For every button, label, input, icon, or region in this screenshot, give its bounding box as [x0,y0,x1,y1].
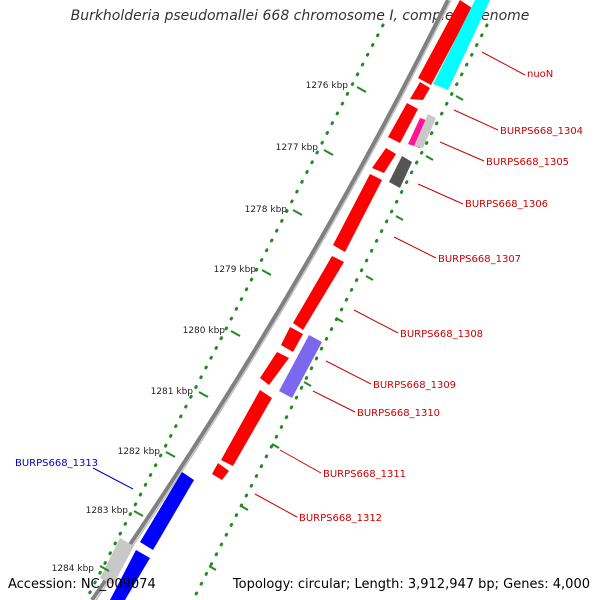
leader-line [353,309,399,334]
tick-mark [365,275,374,281]
leader-line [279,449,322,474]
leader-line [92,467,134,490]
leader-line [481,51,526,76]
tick-label: 1282 kbp [118,447,161,457]
tick-mark [261,269,272,276]
leader-line [325,360,372,385]
gene-label-1310: BURPS668_1310 [357,408,440,419]
chromosome-backbone-shadow [95,0,452,600]
gene-burps668-1304 [388,103,418,143]
outer-scale-dots [84,23,385,600]
tick-mark [271,443,280,449]
gene-label-1311: BURPS668_1311 [323,469,406,480]
tick-mark [230,330,241,337]
gene-label-1312: BURPS668_1312 [299,513,382,524]
gene-nuoN [433,0,490,90]
leader-line [417,183,464,205]
tick-mark [99,565,110,572]
gene-small-upper [410,82,430,100]
gene-burps668-1307 [333,174,382,252]
gene-label-nuoN: nuoN [527,69,553,80]
leader-line [254,493,298,518]
gene-nuoN-adjacent [418,0,472,85]
tick-label: 1284 kbp [52,564,95,574]
gene-burps668-1308 [293,256,344,330]
tick-label: 1280 kbp [183,326,226,336]
leader-line [312,390,356,413]
gene-blue-lower [110,550,150,600]
genome-summary-text: Topology: circular; Length: 3,912,947 bp… [232,577,590,592]
tick-mark [208,565,217,571]
tick-label: 1276 kbp [306,81,349,91]
gene-label-1309: BURPS668_1309 [373,380,456,391]
gene-burps668-1305-fwd [372,148,396,173]
gene-label-1304: BURPS668_1304 [500,126,583,137]
reverse-genes [100,0,490,600]
gene-burps668-1309-rev [279,335,322,398]
gene-burps668-1310-fwd [260,352,289,385]
tick-labels: 1276 kbp 1277 kbp 1278 kbp 1279 kbp 1280… [52,81,367,574]
gene-label-1305: BURPS668_1305 [486,157,569,168]
gene-label-1306: BURPS668_1306 [465,199,548,210]
tick-mark [165,451,176,458]
tick-label: 1283 kbp [86,506,129,516]
tick-label: 1278 kbp [245,205,288,215]
tick-mark [303,381,312,387]
gene-burps668-1312 [212,463,229,480]
tick-mark [425,155,434,161]
tick-mark [455,95,464,101]
gene-labels: nuoN BURPS668_1304 BURPS668_1305 BURPS66… [15,69,583,524]
gene-burps668-1309 [281,327,303,352]
gene-burps668-1311 [221,390,272,466]
accession-text: Accession: NC_009074 [8,577,156,592]
leader-line [393,236,437,259]
tick-mark [356,86,367,93]
leader-line [439,141,485,162]
gene-label-1313: BURPS668_1313 [15,458,98,469]
tick-mark [395,215,404,221]
tick-label: 1277 kbp [276,143,319,153]
tick-label: 1281 kbp [151,387,194,397]
gene-label-1307: BURPS668_1307 [438,254,521,265]
gene-label-1308: BURPS668_1308 [400,329,483,340]
tick-mark [198,391,209,398]
tick-label: 1279 kbp [214,265,257,275]
forward-genes [212,0,472,480]
leader-line [453,109,499,131]
tick-mark [335,317,344,323]
chromosome-backbone [90,0,450,600]
gene-burps668-1313 [140,472,194,550]
tick-mark [240,505,249,511]
inner-scale-dots [191,23,489,600]
gene-gray-lower [100,538,134,585]
tick-mark [323,149,334,156]
gene-burps668-1306 [389,156,412,188]
gene-burps668-1305 [414,114,436,148]
map-title: Burkholderia pseudomallei 668 chromosome… [70,8,530,24]
tick-mark [133,510,144,517]
inner-tick-marks [208,95,464,571]
label-leaders [92,51,526,518]
tick-mark [292,209,303,216]
